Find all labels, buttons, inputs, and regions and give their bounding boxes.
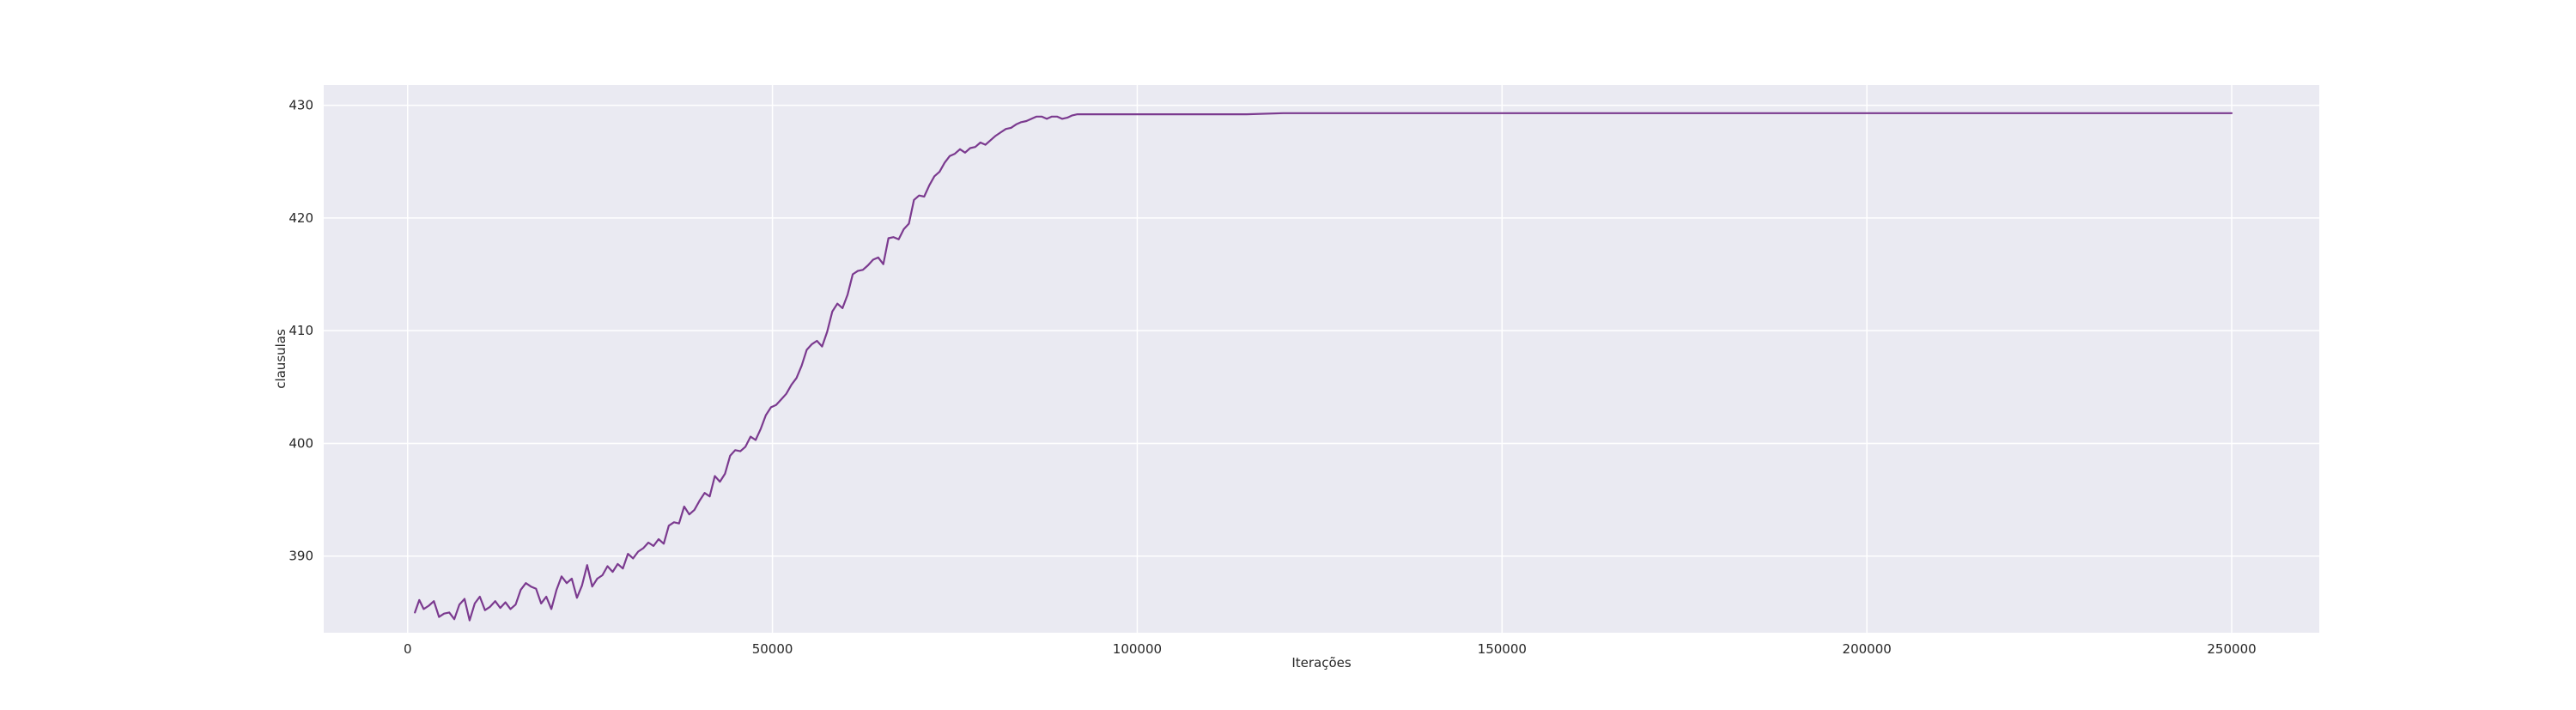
y-tick-label: 390 <box>289 549 313 564</box>
x-tick-label: 150000 <box>1478 641 1527 657</box>
y-tick-label: 430 <box>289 98 313 113</box>
x-tick-label: 50000 <box>752 641 793 657</box>
y-tick-label: 420 <box>289 210 313 226</box>
y-tick-label: 410 <box>289 323 313 338</box>
x-tick-label: 0 <box>404 641 412 657</box>
plot-background <box>324 85 2319 633</box>
grid-lines <box>324 85 2319 633</box>
series-lines <box>414 112 2233 622</box>
y-axis-label: clausulas <box>273 329 289 389</box>
x-tick-label: 250000 <box>2207 641 2256 657</box>
y-tick-label: 400 <box>289 435 313 451</box>
x-axis-label: Iterações <box>1291 655 1352 671</box>
x-tick-label: 200000 <box>1843 641 1892 657</box>
y-tick-labels: 390 400 410 420 430 <box>289 98 313 564</box>
series-line <box>414 112 2233 622</box>
x-tick-labels: 0 50000 100000 150000 200000 250000 <box>404 641 2257 657</box>
x-tick-label: 100000 <box>1113 641 1162 657</box>
